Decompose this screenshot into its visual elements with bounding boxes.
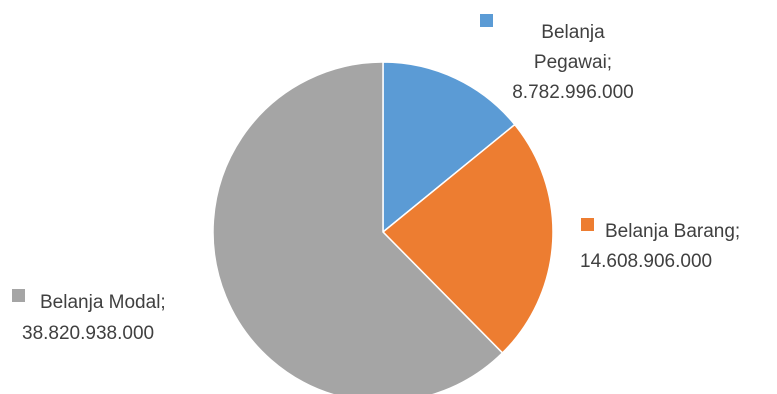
data-label-line: Belanja: [541, 22, 605, 43]
data-label-belanja-pegawai: Belanja Pegawai; 8.782.996.000: [480, 14, 634, 103]
legend-swatch: [480, 14, 493, 27]
pie-slice-belanja-barang: [381, 123, 554, 355]
data-label-line: Belanja Modal;: [40, 292, 166, 313]
pie-slices: [212, 61, 554, 394]
data-label-belanja-modal: Belanja Modal; 38.820.938.000: [12, 289, 166, 344]
data-labels: Belanja Pegawai; 8.782.996.000 Belanja Bara…: [12, 14, 740, 344]
pie-slice-belanja-pegawai: [382, 61, 516, 234]
data-label-line: 14.608.906.000: [580, 251, 712, 272]
legend-swatch: [581, 218, 594, 231]
data-label-line: Belanja Barang;: [605, 221, 740, 242]
data-label-line: Pegawai;: [534, 52, 612, 73]
pie-slice-belanja-modal: [212, 61, 504, 394]
data-label-line: 8.782.996.000: [512, 82, 634, 103]
legend-swatch: [12, 289, 25, 302]
data-label-belanja-barang: Belanja Barang; 14.608.906.000: [580, 218, 740, 272]
data-label-line: 38.820.938.000: [22, 323, 154, 344]
